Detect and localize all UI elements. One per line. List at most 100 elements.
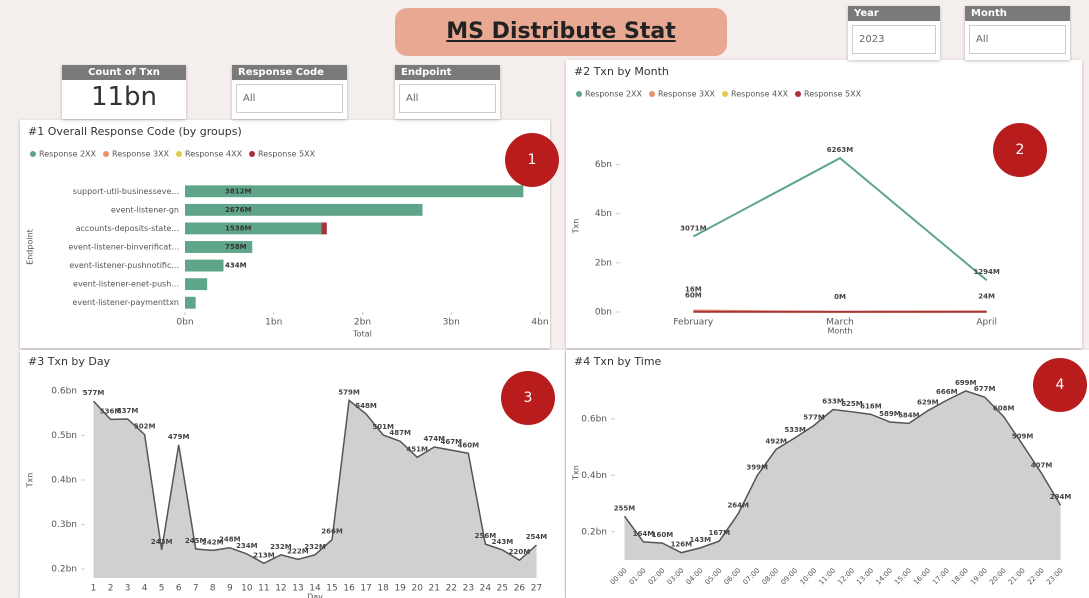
area [94,400,537,578]
y-tick-label: event-listener-paymenttxn [72,298,179,307]
y-tick-label: 0.4bn [51,476,77,486]
x-tick-label: 02:00 [647,567,667,587]
x-tick-label: April [976,318,997,328]
x-tick-label: 07:00 [741,567,761,587]
x-tick-label: 22:00 [1026,567,1046,587]
bar [185,278,207,290]
x-tick-label: 05:00 [704,567,724,587]
x-tick-label: 13 [292,584,303,594]
x-tick-label: 00:00 [609,567,629,587]
x-tick-label: 23 [463,584,474,594]
x-tick-label: 10 [241,584,253,594]
x-tick-label: 01:00 [628,567,648,587]
x-tick-label: 21 [429,584,440,594]
line [693,158,986,280]
legend-marker [249,151,255,157]
value-label: 232M [304,543,326,551]
legend-label: Response 5XX [258,150,316,159]
value-label: 24M [978,292,995,300]
value-label: 479M [168,433,190,441]
x-tick-label: 10:00 [798,567,818,587]
legend-label: Response 3XX [658,90,716,99]
value-label: 584M [898,411,920,419]
x-tick-label: 25 [497,584,508,594]
value-label: 533M [784,426,806,434]
legend-marker [103,151,109,157]
value-label: 264M [727,502,749,510]
value-label: 608M [993,405,1015,413]
y-tick-label: event-listener-pushnotific... [69,261,179,270]
bar [185,297,196,309]
value-label: 577M [803,413,825,421]
bar [185,222,321,234]
badge-label: 1 [528,152,537,168]
y-tick-label: 4bn [595,209,612,219]
x-tick-label: 20 [411,584,423,594]
value-label: 548M [355,402,377,410]
x-tick-label: 0bn [176,318,193,328]
y-tick-label: 0.2bn [581,527,607,537]
value-label: 434M [225,262,247,270]
value-label: 167M [708,529,730,537]
value-label: 6263M [827,146,853,154]
legend-label: Response 4XX [185,150,243,159]
legend-label: Response 2XX [585,90,643,99]
x-tick-label: 1 [91,584,97,594]
value-label: 3071M [680,225,706,233]
value-label: 16M [685,286,702,294]
y-tick-label: event-listener-gn [111,205,179,214]
x-tick-label: 4bn [531,318,548,328]
x-tick-label: 5 [159,584,165,594]
value-label: 407M [1031,461,1053,469]
dashboard: MS Distribute Stat Count of Txn 11bn Yea… [0,0,1089,598]
value-label: 255M [614,504,636,512]
y-axis-title: Txn [572,465,581,481]
x-tick-label: 24 [480,584,492,594]
value-label: 266M [321,528,343,536]
value-label: 1294M [973,268,999,276]
x-tick-label: 09:00 [779,567,799,587]
x-tick-label: 12 [275,584,286,594]
value-label: 254M [526,533,548,541]
x-tick-label: 18:00 [950,567,970,587]
legend-marker [795,91,801,97]
value-label: 213M [253,551,275,559]
value-label: 577M [83,389,105,397]
value-label: 487M [389,429,411,437]
bar [185,204,422,216]
chart-title: #4 Txn by Time [574,355,662,368]
legend-marker [176,151,182,157]
value-label: 243M [492,538,514,546]
y-tick-label: 2bn [595,258,612,268]
x-tick-label: 9 [227,584,233,594]
chart-title: #2 Txn by Month [574,65,669,78]
y-tick-label: 0.3bn [51,520,77,530]
y-tick-label: event-listener-enet-push... [73,280,179,289]
legend-label: Response 2XX [39,150,97,159]
y-tick-label: 0.6bn [51,386,77,396]
x-tick-label: 20:00 [988,567,1008,587]
x-tick-label: 11:00 [817,567,837,587]
y-tick-label: accounts-deposits-state... [76,224,179,233]
badge-label: 3 [524,390,533,406]
x-tick-label: 03:00 [666,567,686,587]
y-tick-label: 0.2bn [51,565,77,575]
value-label: 1538M [225,224,251,232]
value-label: 0M [834,293,846,301]
bar [185,260,224,272]
x-tick-label: 04:00 [685,567,705,587]
badge-label: 4 [1056,377,1065,393]
x-axis-title: Total [352,330,372,339]
x-tick-label: 19:00 [969,567,989,587]
y-axis-title: Txn [26,473,35,489]
y-tick-label: 0.6bn [581,414,607,424]
x-tick-label: 2 [108,584,114,594]
chart-title: #3 Txn by Day [28,355,111,368]
x-tick-label: 3bn [443,318,460,328]
x-axis-title: Month [827,327,852,336]
legend-marker [576,91,582,97]
chart-title: #1 Overall Response Code (by groups) [28,125,242,138]
y-tick-label: 0.4bn [581,471,607,481]
value-label: 666M [936,388,958,396]
y-tick-label: support-util-businesseve... [73,187,179,196]
